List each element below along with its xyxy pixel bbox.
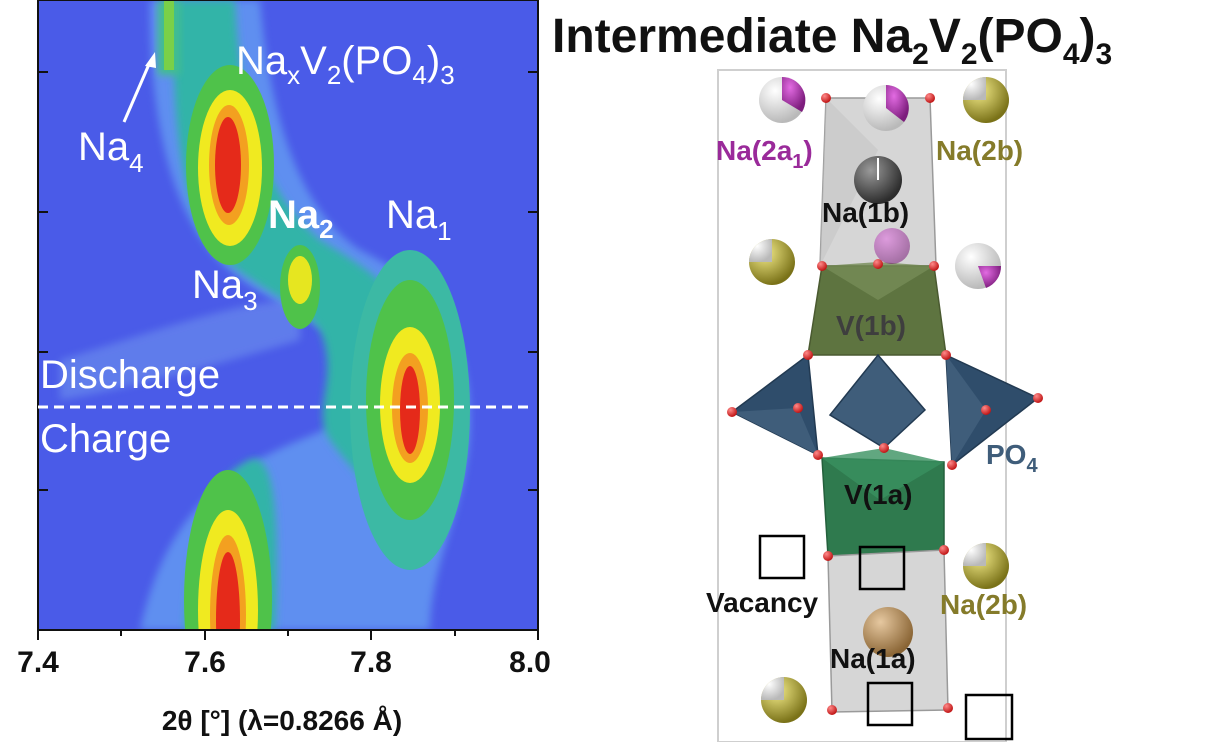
peak-upper-red <box>215 117 241 213</box>
label-na1a: Na(1a) <box>830 643 916 674</box>
right-ticks <box>528 71 538 491</box>
contour-svg: 7.4 7.6 7.8 8.0 2θ [°] (λ=0.8266 Å) NaxV… <box>17 0 551 736</box>
label-na2a1: Na(2a1) <box>716 135 813 173</box>
label-vacancy: Vacancy <box>706 587 819 618</box>
xtick-label: 7.4 <box>17 646 59 679</box>
na2b-sphere-bottom-right <box>963 543 1009 589</box>
structure-svg: Intermediate Na2V2(PO4)3 <box>552 10 1112 743</box>
bottom-ticks <box>37 630 539 640</box>
structure-panel: Intermediate Na2V2(PO4)3 <box>540 0 1216 743</box>
upper-grey-face <box>820 98 878 266</box>
hidden-na-sphere <box>874 228 910 264</box>
na2a1-sphere-center <box>863 85 909 131</box>
peak-na3-inner <box>288 256 312 304</box>
label-na2b-bottom: Na(2b) <box>940 589 1027 620</box>
na3-label: Na3 <box>192 263 258 316</box>
x-axis-label: 2θ [°] (λ=0.8266 Å) <box>162 705 402 736</box>
vacancy-boxes <box>758 534 1014 741</box>
xtick-label: 7.8 <box>350 646 392 679</box>
na4-label: Na4 <box>78 125 144 178</box>
v1a-face <box>822 448 944 500</box>
xtick-label: 7.6 <box>184 646 226 679</box>
charge-label: Charge <box>40 417 171 461</box>
discharge-label: Discharge <box>40 353 220 397</box>
structure-title: Intermediate Na2V2(PO4)3 <box>552 10 1112 71</box>
series-label: NaxV2(PO4)3 <box>236 39 455 90</box>
na1a-sphere <box>863 607 913 657</box>
intensity-map <box>60 0 470 630</box>
na1b-sphere <box>854 156 902 204</box>
label-po4: PO4 <box>986 439 1038 477</box>
na1-label: Na1 <box>386 193 452 246</box>
po4-tetra-left-face <box>732 408 818 455</box>
na2a1-sphere-mid-right <box>955 243 1002 289</box>
label-v1b: V(1b) <box>836 310 906 341</box>
po4-tetra-center <box>828 353 927 449</box>
na2-label: Na2 <box>268 193 334 244</box>
band-left-edge <box>60 300 300 400</box>
na2a1-sphere <box>759 76 806 123</box>
v1b-face <box>822 262 934 300</box>
po4-tetra-right-face <box>946 355 986 465</box>
na4-streak-core <box>164 0 174 70</box>
label-na1b: Na(1b) <box>822 197 909 228</box>
contour-panel: 7.4 7.6 7.8 8.0 2θ [°] (λ=0.8266 Å) NaxV… <box>0 0 560 742</box>
xtick-label: 8.0 <box>509 646 551 679</box>
oxygen-atoms <box>727 93 1043 715</box>
peak-lower-red <box>216 552 240 630</box>
na2b-sphere-top <box>963 77 1009 123</box>
na4-arrow-line <box>122 61 152 123</box>
left-ticks <box>38 71 48 491</box>
na2b-sphere-bottom-left <box>761 677 807 723</box>
label-v1a: V(1a) <box>844 479 912 510</box>
label-na2b-top: Na(2b) <box>936 135 1023 166</box>
peak-na1-red <box>400 366 420 454</box>
na2b-sphere-mid-left <box>749 239 795 285</box>
na4-arrow-head <box>145 52 156 68</box>
